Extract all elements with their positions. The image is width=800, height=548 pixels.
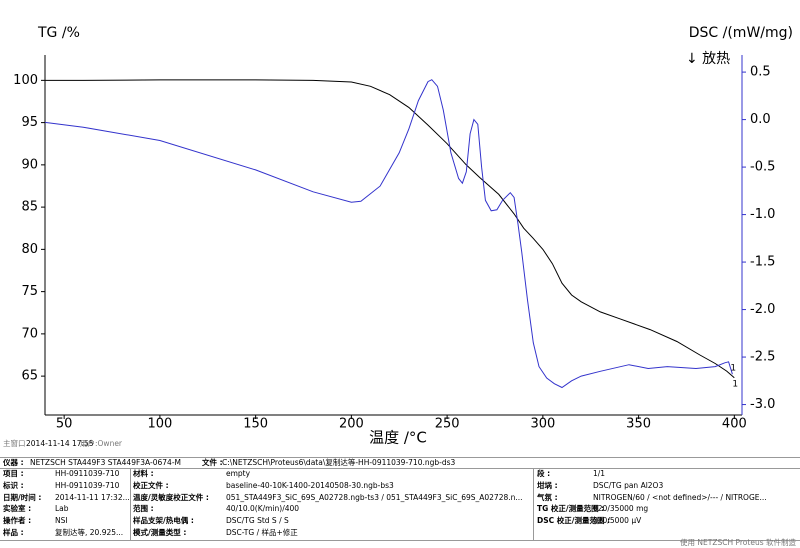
y-tick-label: 95 <box>21 115 38 130</box>
x-tick-label: 200 <box>339 417 364 432</box>
info-value: C:\NETZSCH\Proteus6\data\复制达等-HH-0911039… <box>222 458 456 467</box>
info-label: 日期/时间 : <box>3 492 42 502</box>
y-tick-label: 90 <box>21 157 38 172</box>
annotation: ↓ 放热 <box>686 51 730 67</box>
info-value: DSC-TG / 样品+修正 <box>226 528 298 537</box>
info-label: 段 : <box>537 469 551 478</box>
info-value: Lab <box>55 504 69 514</box>
info-label: 标识 : <box>3 480 24 490</box>
status-text: 主窗口 <box>3 439 26 448</box>
rule <box>0 468 800 469</box>
y-tick-label: 75 <box>21 284 38 299</box>
rule <box>533 468 534 540</box>
rule <box>130 468 131 540</box>
x-tick-label: 150 <box>243 417 268 432</box>
info-value: HH-0911039-710 <box>55 480 120 490</box>
footer: 使用 NETZSCH Proteus 软件制造 <box>680 538 796 547</box>
x-tick-label: 100 <box>147 417 172 432</box>
x-tick-label: 350 <box>626 417 651 432</box>
y2-tick-label: 0.0 <box>750 112 771 127</box>
info-value: 1/1 <box>593 469 606 478</box>
status-text: 2014-11-14 17:55 <box>26 439 94 448</box>
curve-label: 1 <box>730 364 736 374</box>
y2-tick-label: -3.0 <box>750 397 775 412</box>
y2-tick-label: -2.5 <box>750 350 775 365</box>
status-text: 用户:Owner <box>80 439 123 448</box>
x-axis-label: 温度 /°C <box>369 429 427 447</box>
y2-tick-label: 0.5 <box>750 65 771 80</box>
y2-axis-label: DSC /(mW/mg) <box>689 25 793 41</box>
y-tick-label: 85 <box>21 200 38 215</box>
info-label: 仪器 : <box>3 458 24 467</box>
y-tick-label: 70 <box>21 326 38 341</box>
y-tick-label: 80 <box>21 242 38 257</box>
info-value: NITROGEN/60 / <not defined>/--- / NITROG… <box>593 492 767 502</box>
info-value: baseline-40-10K-1400-20140508-30.ngb-bs3 <box>226 480 394 490</box>
x-tick-label: 250 <box>435 417 460 432</box>
x-tick-label: 300 <box>530 417 555 432</box>
y2-tick-label: -1.0 <box>750 207 775 222</box>
info-value: DSC/TG Std S / S <box>226 516 289 526</box>
info-value: NSI <box>55 516 68 526</box>
info-value: 020/5000 µV <box>593 516 642 526</box>
info-value: 020/35000 mg <box>593 504 649 514</box>
info-label: 气氛 : <box>537 492 558 502</box>
info-value: 2014-11-11 17:32... <box>55 492 130 502</box>
series-line <box>45 79 735 379</box>
info-label: 坩埚 : <box>537 480 558 490</box>
info-value: 40/10.0(K/min)/400 <box>226 504 300 514</box>
series-line <box>44 79 733 389</box>
info-label: 文件 : <box>202 458 223 467</box>
info-value: empty <box>226 469 251 478</box>
info-label: DSC 校正/测量范围 : <box>537 516 611 526</box>
info-label: 操作者 : <box>3 516 32 526</box>
info-value: 复制达等, 20.925... <box>55 528 124 537</box>
info-label: 样品支架/热电偶 : <box>133 516 194 526</box>
info-value: DSC/TG pan Al2O3 <box>593 480 664 490</box>
info-label: 温度/灵敏度校正文件 : <box>133 492 209 502</box>
y2-tick-label: -1.5 <box>750 255 775 270</box>
info-label: 项目 : <box>3 469 24 478</box>
info-label: 校正文件 : <box>133 480 169 490</box>
info-value: 051_STA449F3_SiC_69S_A02728.ngb-ts3 / 05… <box>226 492 523 502</box>
y2-tick-label: -2.0 <box>750 302 775 317</box>
info-label: 实验室 : <box>3 504 32 514</box>
info-label: 模式/测量类型 : <box>133 528 187 537</box>
y-axis-label: TG /% <box>37 25 80 41</box>
y-tick-label: 65 <box>21 369 38 384</box>
info-value: NETZSCH STA449F3 STA449F3A-0674-M <box>30 458 181 467</box>
info-label: 范围 : <box>133 504 154 514</box>
info-label: TG 校正/测量范围 : <box>537 504 605 514</box>
y-tick-label: 100 <box>13 73 38 88</box>
rule <box>0 457 800 458</box>
info-label: 材料 : <box>133 469 154 478</box>
info-value: HH-0911039-710 <box>55 469 120 478</box>
curve-label: 1 <box>732 379 738 389</box>
y2-tick-label: -0.5 <box>750 160 775 175</box>
x-tick-label: 50 <box>56 417 73 432</box>
info-label: 样品 : <box>3 528 24 537</box>
x-tick-label: 400 <box>722 417 747 432</box>
rule <box>0 540 800 541</box>
